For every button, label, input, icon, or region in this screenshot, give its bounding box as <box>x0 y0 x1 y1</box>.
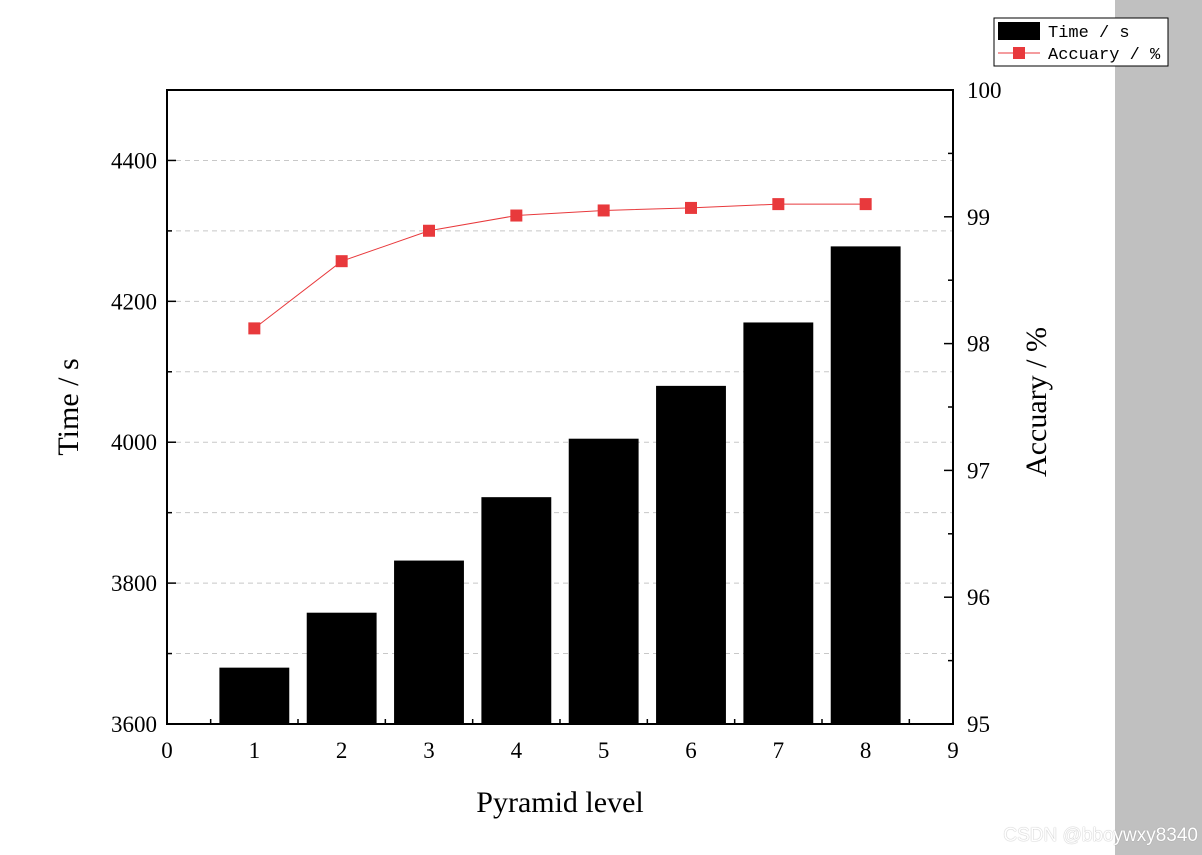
x-axis-title: Pyramid level <box>476 786 643 819</box>
bar-series <box>219 246 901 725</box>
accuracy-marker <box>423 224 435 237</box>
x-tick-label: 6 <box>685 738 697 763</box>
bar-time <box>219 667 290 724</box>
y-left-tick-label: 4400 <box>111 148 157 173</box>
legend: Time / s Accuary / % <box>993 17 1169 67</box>
x-tick-label: 2 <box>336 738 348 763</box>
bar-time <box>568 438 639 724</box>
line-series <box>248 198 872 335</box>
grid-lines <box>167 159 953 655</box>
accuracy-marker <box>859 198 872 211</box>
axis-ticks <box>166 89 954 725</box>
bar-time <box>743 322 814 724</box>
y-left-tick-label: 4000 <box>111 430 157 455</box>
x-tick-label: 0 <box>161 738 173 763</box>
legend-label-time: Time / s <box>1048 24 1130 43</box>
y-right-tick-label: 96 <box>967 585 990 610</box>
y-left-tick-label: 3600 <box>111 712 157 737</box>
x-tick-label: 4 <box>511 738 523 763</box>
y-right-tick-label: 97 <box>967 458 990 483</box>
legend-marker-accuracy <box>1013 47 1025 59</box>
y-right-tick-label: 98 <box>967 332 990 357</box>
legend-label-accuracy: Accuary / % <box>1048 46 1161 65</box>
y-left-tick-label: 3800 <box>111 571 157 596</box>
accuracy-marker <box>335 255 348 268</box>
accuracy-line <box>254 203 866 329</box>
y-right-tick-label: 100 <box>967 78 1002 103</box>
x-tick-label: 8 <box>860 738 872 763</box>
bar-time <box>481 497 552 724</box>
accuracy-marker <box>510 209 523 222</box>
accuracy-marker <box>248 322 261 335</box>
x-tick-label: 5 <box>598 738 610 763</box>
y-right-tick-label: 95 <box>967 712 990 737</box>
legend-swatch-time <box>998 22 1040 40</box>
x-tick-label: 3 <box>423 738 435 763</box>
x-tick-label: 1 <box>249 738 261 763</box>
accuracy-marker <box>772 198 785 211</box>
y-right-tick-labels: 95 96 97 98 99 100 <box>967 78 1002 737</box>
x-tick-label: 9 <box>947 738 959 763</box>
bar-time <box>306 612 377 724</box>
bar-time <box>830 246 901 725</box>
bar-time <box>394 560 464 724</box>
y-left-tick-label: 4200 <box>111 289 157 314</box>
accuracy-marker <box>685 201 697 214</box>
y-left-axis-title: Time / s <box>52 358 85 455</box>
watermark: CSDN @bboywxy8340 <box>1003 825 1198 846</box>
y-right-tick-label: 99 <box>967 205 990 230</box>
x-tick-labels: 0 1 2 3 4 5 6 7 8 9 <box>161 738 959 763</box>
accuracy-marker <box>597 204 610 217</box>
y-right-axis-title: Accuary / % <box>1020 327 1053 477</box>
y-left-tick-labels: 3600 3800 4000 4200 4400 <box>111 148 157 737</box>
bar-time <box>656 385 726 724</box>
x-tick-label: 7 <box>773 738 785 763</box>
side-panel <box>1115 0 1202 855</box>
